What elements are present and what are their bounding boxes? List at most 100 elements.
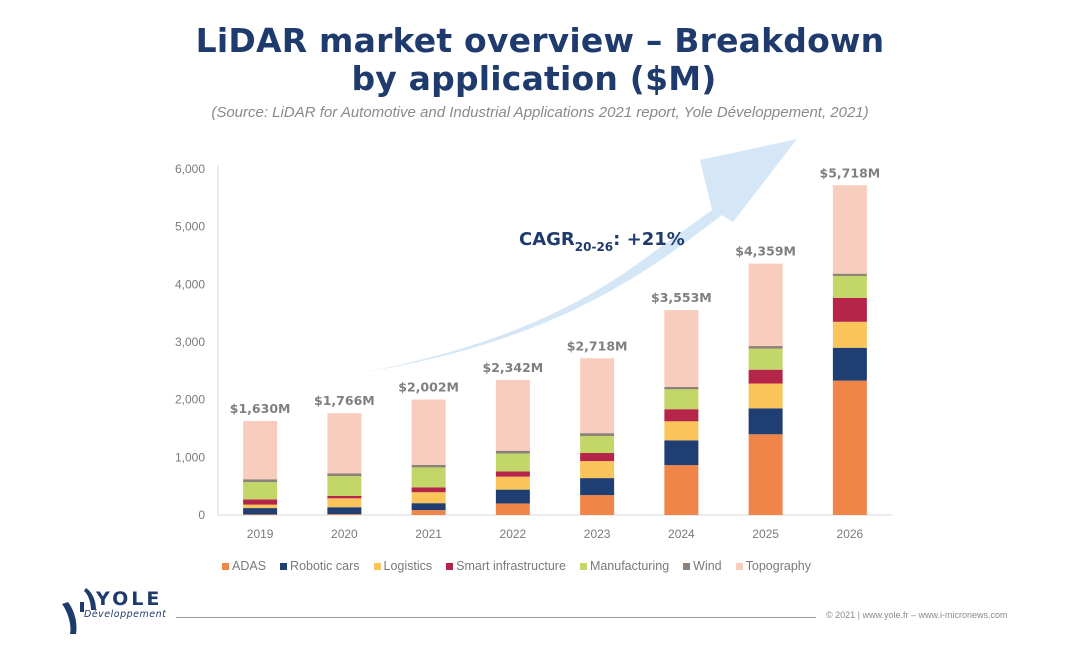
- legend-label: Manufacturing: [589, 559, 670, 573]
- bar-segment-robotic-cars: [495, 489, 530, 504]
- bar-segment-topography: [664, 310, 699, 387]
- x-tick-label: 2021: [415, 527, 442, 541]
- bar-segment-robotic-cars: [411, 503, 446, 511]
- bar-total-label: $1,630M: [230, 401, 291, 416]
- cagr-value: : +21%: [613, 229, 685, 250]
- x-tick-label: 2020: [331, 527, 358, 541]
- bar-segment-adas: [495, 503, 530, 515]
- bar-segment-logistics: [580, 461, 615, 479]
- bar-segment-robotic-cars: [580, 478, 615, 496]
- legend-item: Robotic cars: [280, 559, 360, 573]
- legend-swatch: [735, 562, 743, 570]
- bar-segment-topography: [748, 263, 783, 347]
- bar-segment-wind: [327, 473, 362, 477]
- bar-total-label: $2,718M: [567, 338, 628, 353]
- bar-segment-robotic-cars: [327, 507, 362, 515]
- bar-segment-smart-infrastructure: [327, 495, 362, 499]
- footer-copyright: © 2021 | www.yole.fr – www.i-micronews.c…: [826, 610, 1008, 620]
- bar-total-label: $5,718M: [820, 165, 881, 180]
- y-tick-label: 4,000: [175, 277, 205, 291]
- legend-label: Logistics: [383, 559, 433, 573]
- x-tick-label: 2024: [668, 527, 695, 541]
- bar-segment-wind: [411, 464, 446, 468]
- bar-segment-wind: [495, 450, 530, 454]
- y-tick-label: 1,000: [175, 450, 205, 464]
- bar-segment-manufacturing: [580, 435, 615, 454]
- bar-stack-2025: [748, 263, 783, 515]
- bar-segment-smart-infrastructure: [243, 499, 278, 505]
- bar-total-label: $2,002M: [398, 380, 459, 395]
- cagr-annotation: CAGR20-26: +21%: [519, 229, 685, 254]
- bar-total-label: $4,359M: [735, 244, 796, 259]
- bar-segment-manufacturing: [411, 467, 446, 488]
- bar-segment-adas: [327, 514, 362, 515]
- bar-segment-logistics: [664, 421, 699, 441]
- bar-total-label: $2,342M: [483, 360, 544, 375]
- growth-arrow-icon: [365, 139, 797, 372]
- legend-swatch: [280, 562, 288, 570]
- logo-subtitle: Développement: [84, 609, 167, 620]
- bar-segment-adas: [664, 465, 699, 515]
- bar-segment-logistics: [411, 492, 446, 504]
- y-tick-label: 2,000: [175, 393, 205, 407]
- bar-segment-topography: [580, 358, 615, 434]
- bar-stack-2024: [664, 310, 699, 515]
- legend-label: Robotic cars: [290, 559, 360, 573]
- x-tick-label: 2022: [500, 527, 527, 541]
- bar-segment-wind: [664, 386, 699, 390]
- bar-segment-topography: [495, 379, 530, 451]
- bar-segment-topography: [832, 185, 867, 274]
- bar-stack-2023: [580, 358, 615, 515]
- bar-segment-manufacturing: [664, 389, 699, 410]
- legend-swatch: [446, 562, 454, 570]
- legend-item: Logistics: [373, 559, 433, 573]
- bar-segment-adas: [411, 510, 446, 515]
- yole-logo-icon: [62, 588, 96, 634]
- legend-label: Wind: [693, 559, 722, 573]
- bar-segment-robotic-cars: [832, 347, 867, 381]
- bar-segment-robotic-cars: [664, 440, 699, 466]
- bar-segment-logistics: [495, 476, 530, 490]
- footer-divider: [176, 617, 816, 618]
- y-tick-label: 5,000: [175, 220, 205, 234]
- chart-legend: ADAS Robotic cars Logistics Smart infrastru…: [222, 559, 811, 573]
- bar-segment-wind: [580, 433, 615, 436]
- x-tick-label: 2019: [247, 527, 274, 541]
- bar-segment-adas: [243, 514, 278, 515]
- x-tick-label: 2026: [837, 527, 864, 541]
- legend-swatch: [222, 562, 229, 570]
- bar-segment-robotic-cars: [748, 408, 783, 435]
- bar-segment-smart-infrastructure: [411, 487, 446, 493]
- y-tick-label: 3,000: [175, 335, 205, 349]
- y-tick-label: 0: [198, 508, 205, 522]
- bar-segment-logistics: [832, 321, 867, 348]
- bar-segment-wind: [832, 273, 867, 276]
- bar-segment-wind: [748, 346, 783, 349]
- bar-stack-2020: [327, 413, 362, 515]
- cagr-prefix: CAGR: [519, 229, 575, 250]
- legend-swatch: [373, 562, 381, 570]
- legend-item: Smart infrastructure: [446, 559, 566, 573]
- bar-segment-smart-infrastructure: [580, 453, 615, 462]
- bar-segment-wind: [243, 479, 278, 483]
- bar-segment-robotic-cars: [243, 508, 278, 515]
- chart-source: (Source: LiDAR for Automotive and Indust…: [211, 104, 869, 121]
- bar-segment-logistics: [748, 383, 783, 409]
- bar-segment-adas: [580, 495, 615, 515]
- cagr-subscript: 20-26: [575, 240, 613, 254]
- legend-label: Smart infrastructure: [456, 559, 566, 573]
- x-tick-label: 2025: [752, 527, 779, 541]
- bar-segment-adas: [832, 380, 867, 515]
- logo-name: YOLE: [96, 588, 163, 610]
- chart-title-line1: LiDAR market overview – Breakdown: [195, 21, 885, 60]
- bar-segment-manufacturing: [243, 482, 278, 500]
- bar-stack-2026: [832, 185, 867, 515]
- bar-segment-smart-infrastructure: [748, 369, 783, 384]
- legend-swatch: [579, 562, 587, 570]
- bar-segment-adas: [748, 434, 783, 515]
- y-tick-label: 6,000: [175, 162, 205, 176]
- legend-label: ADAS: [232, 559, 267, 573]
- legend-label: Topography: [745, 559, 811, 573]
- bar-segment-manufacturing: [832, 275, 867, 298]
